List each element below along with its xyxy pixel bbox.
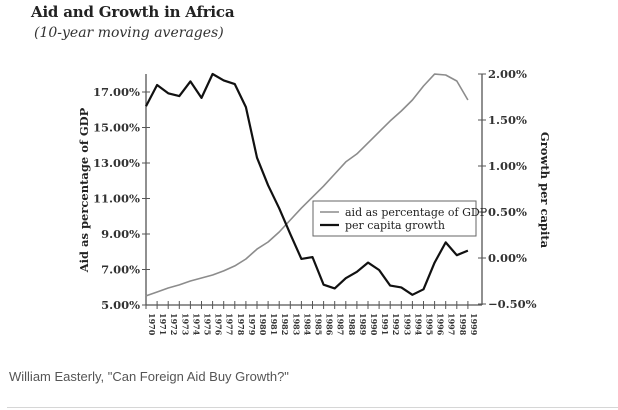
- x-tick-label: 1993: [402, 313, 412, 336]
- y-tick-label: 11.00%: [93, 192, 140, 206]
- divider: [7, 407, 618, 408]
- x-tick-label: 1996: [436, 313, 446, 336]
- y-tick-label: 13.00%: [93, 156, 140, 170]
- line-chart: 5.00% 7.00% 9.00% 11.00% 13.00% 15.00% 17.00% −…: [77, 67, 552, 336]
- x-tick-label: 1992: [391, 313, 401, 335]
- y2-tick-label: −0.50%: [488, 297, 537, 311]
- x-tick-label: 1984: [302, 313, 312, 336]
- x-tick-label: 1979: [247, 313, 257, 336]
- legend-box: [312, 200, 477, 237]
- x-tick-label: 1972: [169, 313, 179, 335]
- growth-series-line: [145, 72, 469, 296]
- x-tick-label: 1998: [458, 313, 468, 336]
- legend-label: aid as percentage of GDP: [345, 206, 488, 219]
- x-tick-label: 1986: [325, 313, 335, 336]
- y-axis-title: Aid as percentage of GDP: [77, 107, 91, 273]
- x-tick-label: 1974: [191, 313, 201, 336]
- y-tick-label: 15.00%: [93, 121, 140, 135]
- x-tick-label: 1981: [269, 313, 279, 335]
- x-tick-label: 1991: [380, 313, 390, 335]
- chart-title: Aid and Growth in Africa: [31, 3, 235, 21]
- x-tick-label: 1975: [203, 313, 213, 335]
- axes-group: 5.00% 7.00% 9.00% 11.00% 13.00% 15.00% 17.00% −…: [93, 67, 537, 336]
- x-tick-label: 1971: [158, 313, 168, 335]
- y-tick-label: 9.00%: [101, 227, 140, 241]
- x-tick-label: 1978: [236, 313, 246, 336]
- x-tick-label: 1995: [425, 313, 435, 335]
- x-tick-label: 1970: [147, 313, 157, 336]
- y2-tick-label: 0.50%: [488, 205, 527, 219]
- figure-caption: William Easterly, "Can Foreign Aid Buy G…: [9, 369, 289, 384]
- y-tick-label: 7.00%: [101, 263, 140, 277]
- y2-tick-label: 0.00%: [488, 251, 527, 265]
- aid-series-line: [145, 73, 469, 297]
- y2-tick-label: 1.00%: [488, 159, 527, 173]
- chart-subtitle: (10-year moving averages): [34, 25, 224, 41]
- y2-tick-label: 2.00%: [488, 67, 527, 81]
- x-tick-label: 1976: [214, 313, 224, 336]
- x-tick-label: 1997: [447, 313, 457, 335]
- x-tick-label: 1973: [180, 313, 190, 336]
- x-tick-label: 1988: [347, 313, 357, 336]
- x-tick-label: 1977: [225, 313, 235, 335]
- x-tick-label: 1994: [413, 313, 423, 336]
- series-group: [145, 72, 469, 297]
- x-tick-label: 1982: [280, 313, 290, 335]
- x-tick-label: 1980: [258, 313, 268, 336]
- legend-label: per capita growth: [345, 219, 445, 232]
- x-tick-label: 1983: [291, 313, 301, 336]
- x-tick-label: 1990: [369, 313, 379, 336]
- y-tick-label: 17.00%: [93, 85, 140, 99]
- x-tick-label: 1999: [469, 313, 479, 336]
- x-tick-label: 1985: [314, 313, 324, 335]
- x-tick-label: 1989: [358, 313, 368, 336]
- y2-tick-label: 1.50%: [488, 113, 527, 127]
- y-tick-label: 5.00%: [101, 298, 140, 312]
- y2-axis-title: Growth per capita: [538, 132, 552, 249]
- x-tick-label: 1987: [336, 313, 346, 335]
